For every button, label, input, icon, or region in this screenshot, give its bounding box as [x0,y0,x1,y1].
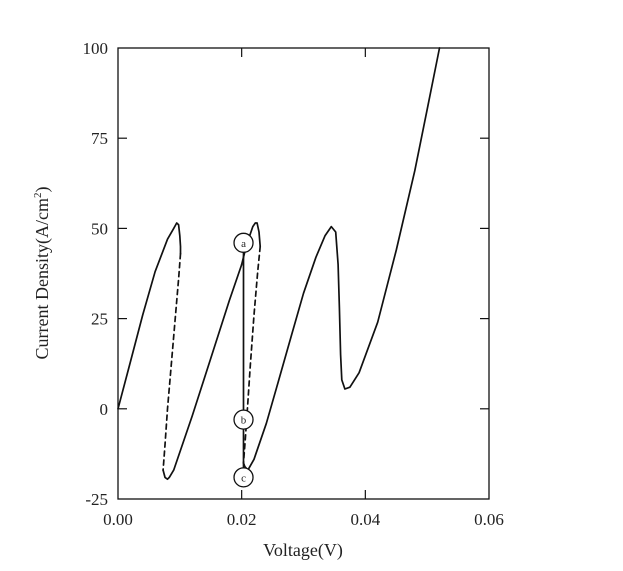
y-tick-label: 75 [91,129,108,148]
marker-b-circle [233,409,254,430]
y-axis-ticks: -25 0 25 50 75 100 [83,39,489,509]
marker-a-circle [233,232,254,253]
x-tick-label: 0.00 [103,510,133,529]
dashed-branch-4 [242,245,262,464]
y-tick-label: 0 [100,400,109,419]
y-axis-label-main: Current Density(A/cm [32,198,53,359]
annotation-layer: a b c [233,232,254,488]
y-axis-label-sup: 2 [32,193,44,199]
x-axis-ticks: 0.00 0.02 0.04 0.06 [103,48,504,529]
y-tick-label: 50 [91,219,108,238]
y-tick-label: 25 [91,310,108,329]
dashed-branch-1 [162,252,182,471]
solid-branch-5 [242,47,441,471]
x-tick-label: 0.02 [227,510,257,529]
series-layer [117,47,441,481]
solid-branch-2 [162,263,243,481]
x-axis-label: Voltage(V) [263,540,343,561]
y-axis-label: Current Density(A/cm2) [32,187,53,360]
marker-c-circle [233,467,254,488]
x-tick-label: 0.06 [474,510,504,529]
solid-branch-0 [117,222,182,410]
x-tick-label: 0.04 [350,510,380,529]
y-axis-label-close: ) [32,187,53,193]
y-tick-label: -25 [85,490,108,509]
marker-c-label: c [241,472,246,484]
plot-frame [117,47,490,500]
y-tick-label: 100 [83,39,109,58]
marker-b-label: b [241,415,247,427]
marker-a-label: a [241,238,246,250]
